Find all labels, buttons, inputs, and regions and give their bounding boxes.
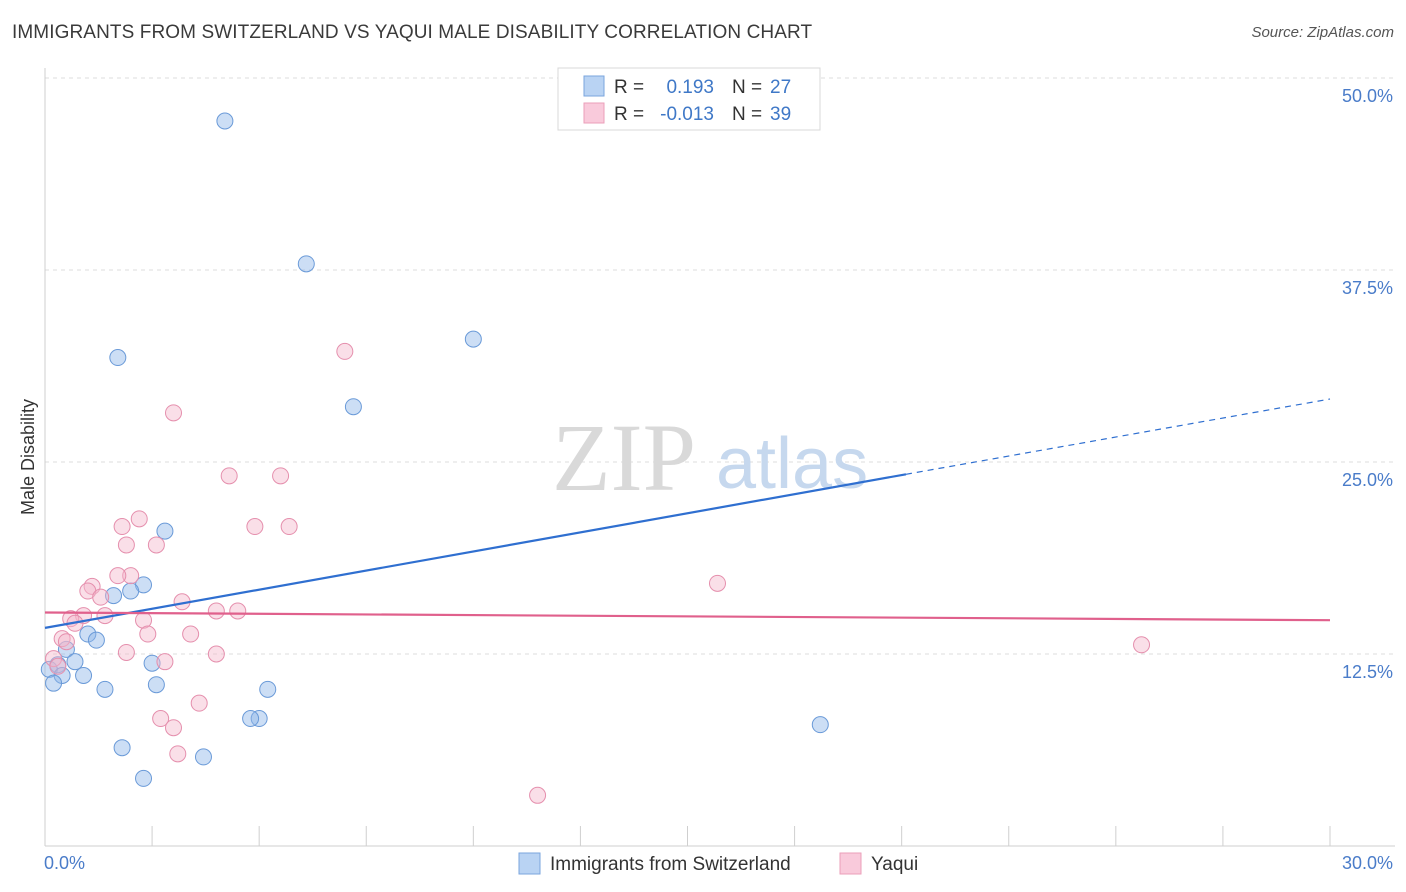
x-tick-label-min: 0.0% [44,853,85,873]
y-axis-label: Male Disability [18,399,38,515]
point-yaqui-34 [165,719,182,737]
chart-source: Source: ZipAtlas.com [1251,24,1394,41]
point-yaqui-6 [246,518,264,536]
series-yaqui-points [45,342,1151,804]
grid-lines [45,77,1395,655]
chart-title: IMMIGRANTS FROM SWITZERLAND VS YAQUI MAL… [12,22,813,43]
point-switzerland-7 [122,582,140,600]
point-switzerland-27 [811,716,829,734]
point-switzerland-24 [113,739,131,757]
legend-r-label-switzerland: R = [614,77,644,98]
point-yaqui-3 [272,467,290,485]
point-yaqui-10 [122,567,140,585]
point-yaqui-27 [117,643,135,661]
axes [44,68,1395,847]
bottom-legend-label-switzerland: Immigrants from Switzerland [550,854,791,875]
x-tick-label-max: 30.0% [1342,853,1393,873]
legend-box: R = 0.193 N = 27 R = -0.013 N = 39 [557,67,821,131]
trend-line-switzerland [44,473,907,629]
trend-lines [44,398,1331,629]
legend-n-label-switzerland: N = [732,77,762,98]
point-yaqui-33 [152,710,170,728]
trend-line-switzerland-extension [905,398,1331,475]
point-yaqui-28 [207,645,225,663]
point-switzerland-12 [66,653,84,671]
point-yaqui-31 [156,653,174,671]
point-yaqui-11 [109,567,127,585]
bottom-legend-label-yaqui: Yaqui [871,854,918,875]
point-switzerland-4 [344,398,362,416]
point-yaqui-7 [280,518,298,536]
point-switzerland-18 [45,674,63,692]
bottom-legend-swatch-switzerland [518,852,541,875]
point-switzerland-0 [216,112,234,130]
series-switzerland-points [40,112,829,787]
y-tick-labels: 12.5% 25.0% 37.5% 50.0% [1342,86,1393,682]
point-yaqui-5 [113,518,131,536]
point-switzerland-5 [156,522,174,540]
point-switzerland-23 [242,710,260,728]
legend-n-label-yaqui: N = [732,104,762,125]
point-switzerland-21 [259,680,277,698]
y-tick-label-1: 25.0% [1342,470,1393,490]
point-switzerland-16 [75,667,93,685]
legend-swatch-yaqui [583,102,605,124]
point-yaqui-14 [92,588,110,606]
point-switzerland-26 [135,769,153,787]
legend-n-value-yaqui: 39 [770,104,791,125]
point-switzerland-25 [194,748,212,766]
point-yaqui-8 [117,536,135,554]
legend-n-value-switzerland: 27 [770,77,791,98]
point-yaqui-2 [220,467,238,485]
point-yaqui-1 [165,404,182,422]
point-yaqui-0 [336,342,354,360]
point-yaqui-35 [169,745,187,763]
bottom-legend: Immigrants from Switzerland Yaqui [518,852,918,875]
point-yaqui-38 [529,786,547,804]
point-switzerland-1 [297,255,315,273]
point-switzerland-10 [87,631,105,649]
point-yaqui-36 [708,574,726,592]
y-tick-label-3: 50.0% [1342,86,1393,106]
point-yaqui-9 [147,536,165,554]
bottom-legend-swatch-yaqui [839,852,862,875]
legend-r-value-yaqui: -0.013 [660,104,714,125]
point-switzerland-20 [147,676,165,694]
x-axis-ticks [44,826,1331,846]
point-yaqui-4 [130,510,148,528]
watermark-zip: ZIP [552,404,696,511]
legend-swatch-switzerland [583,75,605,97]
legend-r-value-switzerland: 0.193 [666,77,714,98]
watermark-atlas: atlas [716,424,868,504]
y-tick-label-0: 12.5% [1342,662,1393,682]
point-yaqui-16 [207,602,225,620]
point-yaqui-23 [139,625,157,643]
point-yaqui-32 [190,694,208,712]
point-switzerland-17 [143,654,161,672]
point-yaqui-17 [229,602,247,620]
point-yaqui-30 [49,657,67,675]
point-switzerland-3 [109,349,127,367]
point-switzerland-2 [464,330,482,348]
point-yaqui-29 [45,650,63,668]
point-switzerland-8 [105,587,123,605]
trend-line-yaqui [44,611,1331,622]
y-tick-label-2: 37.5% [1342,278,1393,298]
point-yaqui-26 [57,633,75,651]
point-yaqui-37 [1133,636,1151,654]
point-switzerland-19 [96,680,114,698]
point-switzerland-9 [79,625,97,643]
point-switzerland-22 [250,710,268,728]
point-yaqui-24 [182,625,200,643]
legend-r-label-yaqui: R = [614,104,644,125]
